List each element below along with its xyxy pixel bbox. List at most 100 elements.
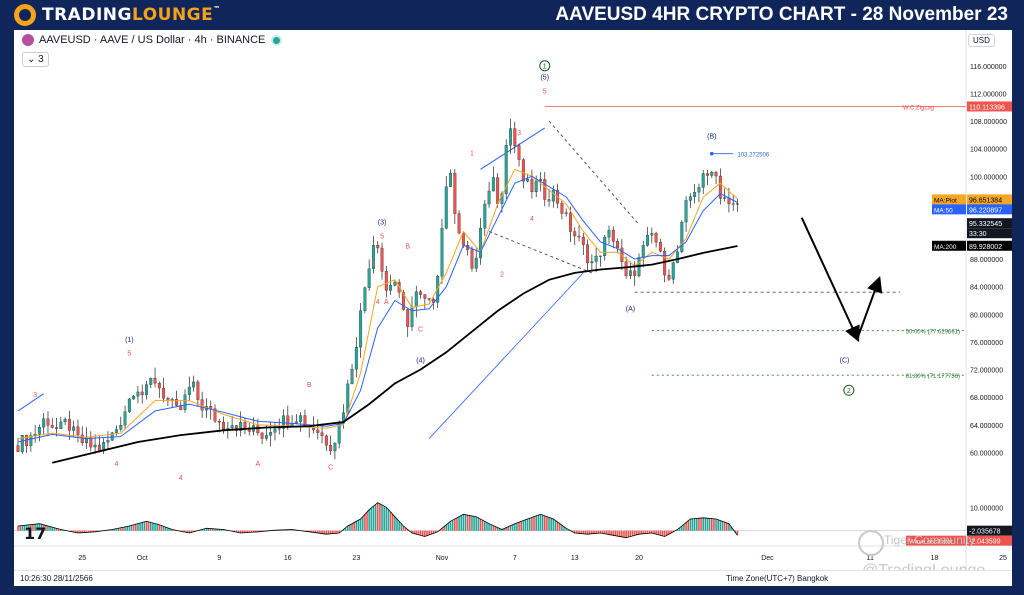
candle-body <box>72 426 76 431</box>
candle-body <box>299 415 303 422</box>
candle-body <box>401 292 405 310</box>
y-tick-label: 116.000000 <box>970 64 1007 71</box>
symbol-title[interactable]: AAVEUSD · AAVE / US Dollar · 4h · BINANC… <box>39 34 266 46</box>
candle-body <box>213 408 217 422</box>
y-tick-label: 100.000000 <box>970 174 1007 181</box>
candle-body <box>736 203 739 205</box>
wave-label: 1 <box>470 151 474 158</box>
logo-text: TRADINGLOUNGE™ <box>42 5 221 25</box>
x-tick-label: 9 <box>217 555 221 562</box>
candle-body <box>423 294 427 299</box>
candle-body <box>269 432 273 436</box>
candle-body <box>590 261 594 264</box>
candle-body <box>170 399 174 401</box>
wave-circled-label: 2 <box>847 388 851 395</box>
symbol-bar[interactable]: AAVEUSD · AAVE / US Dollar · 4h · BINANC… <box>22 34 281 46</box>
candle-body <box>376 245 380 249</box>
ma-tag <box>932 240 966 251</box>
candle-body <box>530 178 534 193</box>
candle-body <box>136 391 140 397</box>
candle-body <box>123 411 127 426</box>
candle-body <box>324 435 328 446</box>
trendline <box>548 120 640 225</box>
trendline <box>428 272 584 439</box>
price-tag <box>967 101 1012 112</box>
candle-body <box>132 395 136 400</box>
currency-button[interactable]: USD <box>968 34 995 47</box>
candle-body <box>350 369 354 385</box>
x-tick-label: 25 <box>78 555 86 562</box>
candle-body <box>76 426 80 436</box>
price-tag-value: 96.651384 <box>969 197 1002 204</box>
price-chart[interactable]: 116.000000 112.000000 108.000000 104.000000… <box>14 30 1012 570</box>
aave-icon <box>22 34 34 46</box>
chart-footer: 10:26:30 28/11/2566 Time Zone(UTC+7) Ban… <box>14 570 1012 586</box>
projection-arrow <box>856 276 883 339</box>
candle-body <box>581 236 585 245</box>
wave-label: (1) <box>125 337 134 344</box>
candle-body <box>384 271 388 291</box>
candle-body <box>663 251 667 276</box>
candle-body <box>16 445 20 452</box>
candle-body <box>239 422 243 431</box>
y-tick-label: 72.000000 <box>970 368 1003 375</box>
timezone-button[interactable]: Time Zone(UTC+7) Bangkok <box>726 574 829 583</box>
candle-body <box>440 228 444 277</box>
wave-label: 5 <box>380 233 384 240</box>
candle-body <box>577 235 581 238</box>
candle-body <box>569 212 572 232</box>
wave-label: (3) <box>378 220 387 227</box>
candle-body <box>393 282 397 286</box>
countdown-label: 33:30 <box>969 231 987 238</box>
moving-average-line <box>17 168 738 440</box>
candle-body <box>42 418 46 428</box>
candle-body <box>89 437 93 448</box>
wave-label: 2 <box>500 271 504 278</box>
price-tag-value: 95.332545 <box>969 221 1002 228</box>
candle-body <box>573 231 577 237</box>
candle-body <box>93 444 97 448</box>
indicator-count: 3 <box>38 54 44 65</box>
candle-body <box>560 203 564 214</box>
logo-trademark: ™ <box>213 5 221 13</box>
candle-body <box>406 309 410 327</box>
y-tick-label: 108.000000 <box>970 119 1007 126</box>
wave-label: A <box>384 299 389 306</box>
candle-body <box>59 421 63 429</box>
countdown-tag <box>967 228 1012 239</box>
moving-average-line <box>52 245 738 464</box>
candle-body <box>667 274 671 280</box>
candle-body <box>175 399 178 406</box>
wave-label: 1 <box>350 371 354 378</box>
candle-body <box>119 424 123 430</box>
candle-body <box>598 255 602 257</box>
indicator-collapse-button[interactable]: ⌄ 3 <box>22 52 49 67</box>
candle-body <box>457 213 461 234</box>
candle-body <box>243 422 247 429</box>
candle-body <box>217 421 221 423</box>
x-tick-label: 25 <box>999 555 1007 562</box>
candle-body <box>46 418 50 426</box>
candle-body <box>67 418 71 431</box>
trendline <box>480 127 546 170</box>
x-tick-label: Oct <box>137 555 148 562</box>
x-tick-label: 7 <box>513 555 517 562</box>
candle-body <box>504 145 508 194</box>
candle-body <box>187 386 191 395</box>
candle-body <box>153 378 157 384</box>
candle-body <box>671 262 675 280</box>
wave-label: 3 <box>33 392 37 399</box>
chart-panel[interactable]: 116.000000 112.000000 108.000000 104.000000… <box>14 30 1012 586</box>
trendline <box>17 393 44 412</box>
candle-body <box>534 180 538 193</box>
y-tick-label: 64.000000 <box>970 423 1003 430</box>
candle-body <box>380 247 384 272</box>
candle-body <box>230 425 234 429</box>
candle-body <box>688 196 692 201</box>
candle-body <box>320 432 324 437</box>
y-tick-label: 76.000000 <box>970 340 1003 347</box>
x-tick-label: Dec <box>761 555 774 562</box>
wave-label: C <box>328 465 333 472</box>
y-tick-label: 60.000000 <box>970 450 1003 457</box>
candle-body <box>273 428 277 433</box>
